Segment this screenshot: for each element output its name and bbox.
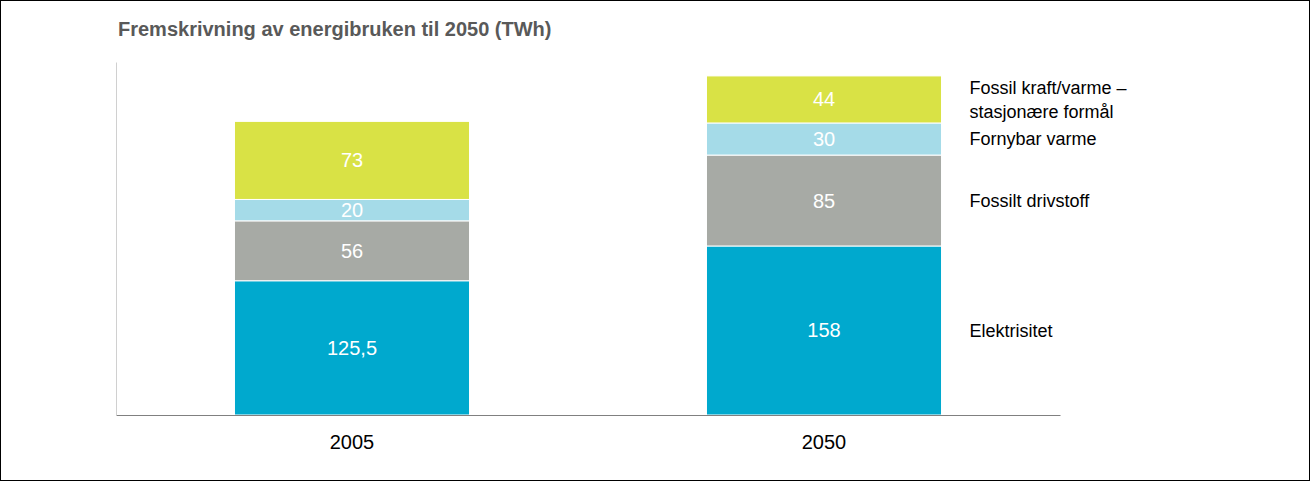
- series-bars: [234, 76, 941, 200]
- data-label: 20: [341, 199, 363, 221]
- bar-segment: [706, 76, 941, 123]
- bar-segment: [234, 199, 469, 220]
- x-tick-label: 2050: [802, 431, 847, 453]
- bar-segment: [706, 155, 941, 246]
- data-label: 85: [813, 190, 835, 212]
- y-axis: [116, 63, 117, 416]
- bar-segment: [706, 246, 941, 415]
- y-axis-line: [116, 63, 117, 416]
- data-label: 56: [341, 240, 363, 262]
- frame: [1, 1, 1310, 481]
- data-label: 44: [813, 88, 835, 110]
- title: Fremskrivning av energibruken til 2050 (…: [118, 18, 551, 40]
- series-label-line: Elektrisitet: [970, 321, 1053, 341]
- chart: Fremskrivning av energibruken til 2050 (…: [0, 0, 1310, 481]
- x-axis: 2005 2050: [117, 415, 1061, 453]
- data-labels: 125,5 158 56 85 20 30 73 44: [327, 88, 841, 358]
- series-label: Elektrisitet: [970, 321, 1053, 341]
- data-label: 73: [341, 149, 363, 171]
- x-tick: 2005: [330, 415, 375, 453]
- series-label-line: Fossil kraft/varme –: [970, 78, 1127, 98]
- data-label: 125,5: [327, 337, 377, 359]
- series-label: Fornybar varme: [970, 129, 1097, 149]
- bar-segment: [706, 123, 941, 155]
- series-label: Fossil kraft/varme – stasjonære formål: [970, 78, 1127, 122]
- bar-segment: [234, 281, 469, 415]
- series-label: Fossilt drivstoff: [970, 191, 1091, 211]
- series-label-line: stasjonære formål: [970, 102, 1114, 122]
- x-tick: 2050: [802, 415, 847, 453]
- bar-segment: [234, 221, 469, 281]
- bar-segment: [234, 121, 469, 199]
- series-labels: Elektrisitet Fossilt drivstoff Fornybar va…: [970, 78, 1127, 341]
- series-label-line: Fossilt drivstoff: [970, 191, 1091, 211]
- data-label: 158: [807, 319, 840, 341]
- data-label: 30: [813, 128, 835, 150]
- x-axis-line: [117, 415, 1061, 416]
- x-tick-label: 2005: [330, 431, 375, 453]
- bars: [234, 76, 941, 415]
- series-label-line: Fornybar varme: [970, 129, 1097, 149]
